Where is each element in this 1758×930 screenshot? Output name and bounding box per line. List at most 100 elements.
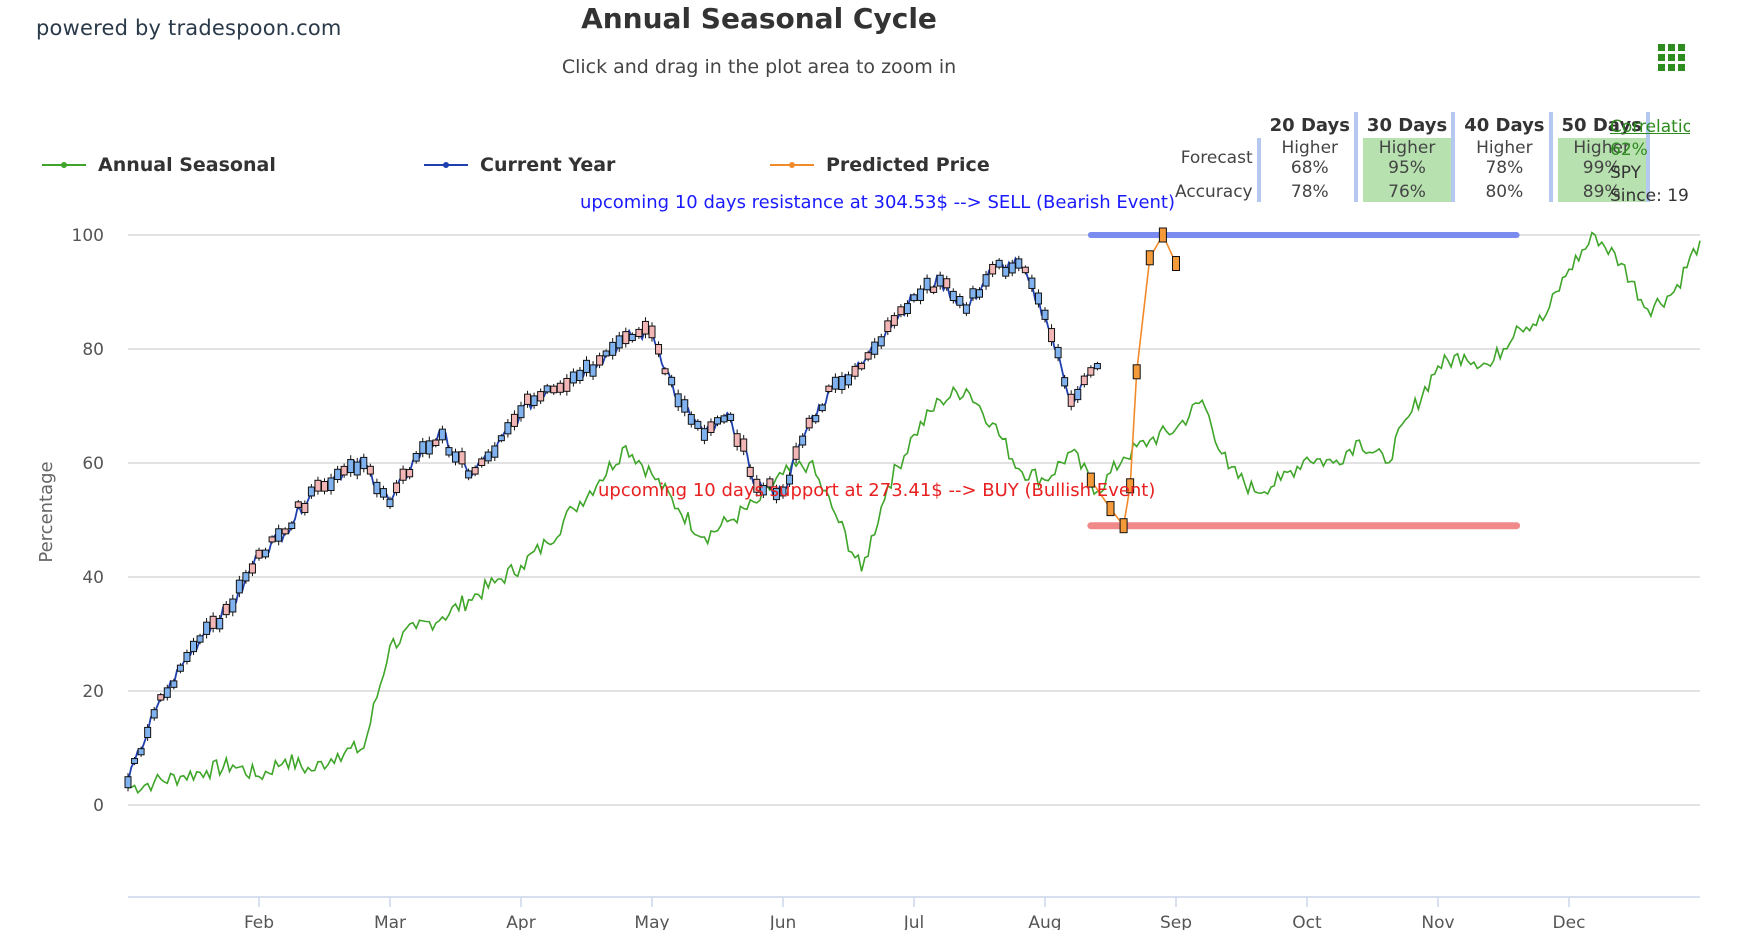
accuracy-cell: 78%	[1266, 178, 1358, 202]
candle-body	[628, 333, 636, 342]
x-tick-label: Jul	[903, 913, 925, 930]
candle-body	[884, 320, 892, 333]
candle-body	[569, 371, 577, 384]
candle-body	[714, 417, 721, 425]
candle-body	[288, 522, 296, 530]
x-tick-label: Oct	[1292, 913, 1322, 930]
forecast-cell: Higher 68%	[1266, 138, 1358, 178]
y-axis-ticks: 0 20 40 60 80 100	[72, 226, 104, 816]
candle-body	[517, 405, 525, 419]
candle-body	[1041, 309, 1049, 320]
candle-body	[792, 446, 800, 460]
candle-body	[1087, 367, 1095, 376]
forecast-cell: Higher 99%	[1557, 138, 1650, 178]
y-tick-label: 20	[82, 682, 104, 702]
candle-body	[399, 468, 407, 481]
candle-body	[851, 365, 859, 377]
predicted-candle	[1145, 250, 1154, 266]
candle-body	[314, 479, 322, 492]
candle-body	[183, 652, 191, 662]
candle-body	[491, 445, 499, 458]
candle-body	[229, 598, 237, 613]
candle-body	[255, 549, 263, 559]
candle-body	[150, 709, 158, 719]
grid-menu-icon[interactable]	[1658, 44, 1686, 72]
candle-body	[687, 414, 695, 425]
candle-body	[936, 274, 944, 287]
y-tick-label: 100	[72, 226, 104, 246]
y-tick-label: 40	[82, 568, 104, 588]
legend-swatch-annual	[42, 162, 86, 168]
candle-body	[321, 481, 328, 492]
candle-body	[176, 664, 184, 672]
candle-body	[694, 420, 702, 429]
col-header: 20 Days	[1266, 112, 1358, 138]
candle-body	[1048, 328, 1056, 343]
candle-body	[969, 288, 977, 299]
series-lines	[127, 231, 1701, 795]
candle-body	[845, 374, 852, 386]
candle-body	[550, 385, 558, 394]
candle-body	[242, 572, 250, 582]
correlation-value: 62%	[1610, 140, 1648, 160]
candle-body	[124, 776, 132, 789]
candle-body	[484, 451, 492, 462]
candle-body	[144, 726, 152, 739]
candle-body	[1021, 266, 1029, 274]
support-annotation: upcoming 10 days support at 273.41$ --> …	[598, 480, 1155, 501]
candles	[124, 227, 1180, 792]
legend-swatch-predicted	[770, 162, 814, 168]
resistance-annotation: upcoming 10 days resistance at 304.53$ -…	[580, 192, 1175, 213]
candle-body	[786, 474, 794, 485]
candle-body	[596, 355, 604, 366]
candle-body	[301, 502, 309, 514]
candle-body	[248, 563, 256, 574]
candle-body	[275, 528, 283, 542]
legend-swatch-current	[424, 162, 468, 168]
candle-body	[903, 303, 911, 315]
legend-predicted-price[interactable]: Predicted Price	[770, 154, 990, 176]
correlation-link[interactable]: Correlation	[1610, 117, 1690, 137]
candle-body	[556, 382, 564, 393]
legend-label: Current Year	[480, 154, 616, 176]
candle-body	[478, 458, 486, 467]
candle-body	[661, 368, 669, 375]
candle-body	[674, 393, 682, 408]
predicted-candle	[1126, 478, 1135, 494]
candle-body	[615, 335, 623, 349]
candle-body	[196, 635, 204, 643]
x-tick-label: May	[634, 913, 669, 930]
candle-body	[216, 617, 224, 630]
predicted-candle	[1106, 501, 1115, 517]
candle-body	[1015, 258, 1023, 269]
candle-body	[812, 415, 820, 423]
candle-body	[818, 404, 826, 412]
correlation-box: Correlation 62% SPY Since: 1993	[1610, 116, 1690, 208]
candle-body	[1074, 388, 1082, 401]
candle-body	[1002, 267, 1010, 277]
x-tick-label: Mar	[374, 913, 406, 930]
candle-body	[1093, 363, 1101, 370]
candle-body	[1008, 262, 1016, 274]
candle-body	[943, 278, 951, 289]
candle-body	[917, 288, 925, 301]
candle-body	[831, 376, 839, 390]
candle-body	[805, 417, 813, 429]
candle-body	[707, 421, 715, 433]
candle-body	[681, 399, 689, 413]
powered-by[interactable]: powered by tradespoon.com	[36, 16, 342, 40]
candle-body	[668, 376, 676, 386]
candle-body	[268, 536, 276, 543]
legend-annual-seasonal[interactable]: Annual Seasonal	[42, 154, 276, 176]
candle-body	[1034, 292, 1042, 305]
legend-label: Predicted Price	[826, 154, 990, 176]
y-axis-label: Percentage	[36, 461, 57, 562]
accuracy-cell: 76%	[1362, 178, 1456, 202]
candle-body	[137, 748, 145, 756]
y-tick-label: 80	[82, 340, 104, 360]
candle-body	[648, 325, 656, 339]
candle-body	[655, 343, 663, 355]
legend-current-year[interactable]: Current Year	[424, 154, 615, 176]
candle-body	[334, 468, 342, 481]
